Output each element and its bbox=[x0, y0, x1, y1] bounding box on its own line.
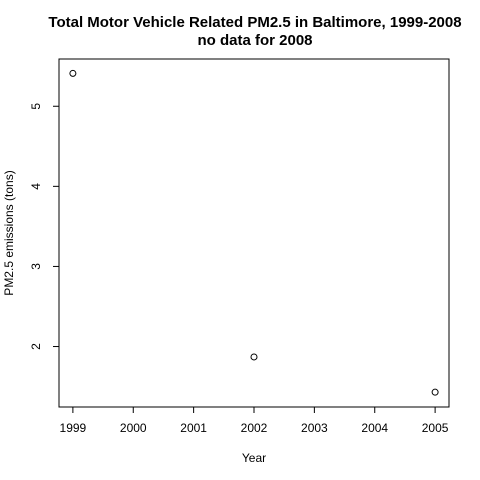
x-tick-label: 2001 bbox=[180, 421, 207, 435]
plot-frame bbox=[58, 58, 450, 408]
x-tick-label: 2004 bbox=[361, 421, 388, 435]
x-tick-label: 1999 bbox=[60, 421, 87, 435]
data-point bbox=[250, 353, 258, 361]
x-axis: 1999 2000 2001 2002 2003 2004 2005 bbox=[60, 406, 449, 435]
x-tick-label: 2003 bbox=[301, 421, 328, 435]
chart-subtitle: no data for 2008 bbox=[197, 32, 312, 49]
data-points bbox=[69, 69, 439, 396]
y-tick-label: 5 bbox=[29, 103, 43, 110]
y-axis: 2 3 4 5 bbox=[29, 103, 60, 350]
y-tick-label: 2 bbox=[29, 343, 43, 350]
data-point bbox=[431, 388, 439, 396]
x-axis-label: Year bbox=[242, 451, 266, 465]
y-axis-label: PM2.5 emissions (tons) bbox=[2, 170, 16, 295]
x-tick-label: 2005 bbox=[422, 421, 449, 435]
y-tick-label: 4 bbox=[29, 183, 43, 190]
y-tick-label: 3 bbox=[29, 263, 43, 270]
data-point bbox=[69, 69, 77, 77]
x-tick-label: 2002 bbox=[241, 421, 268, 435]
x-tick-label: 2000 bbox=[120, 421, 147, 435]
chart-title: Total Motor Vehicle Related PM2.5 in Bal… bbox=[48, 14, 461, 31]
